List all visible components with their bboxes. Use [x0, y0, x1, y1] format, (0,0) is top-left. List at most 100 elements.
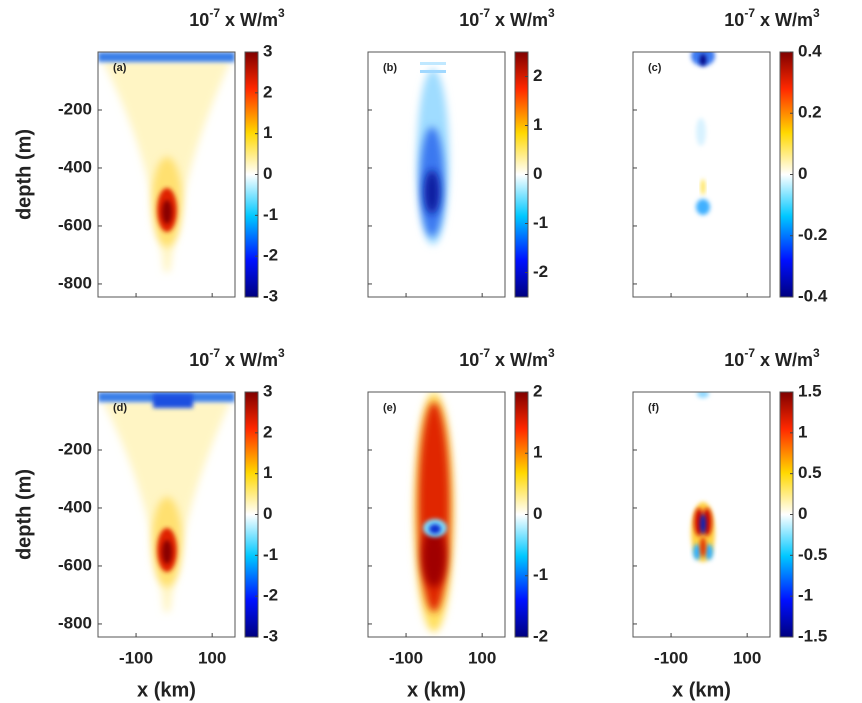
field: [700, 514, 706, 534]
colorbar-tick-label: -0.4: [798, 286, 828, 305]
field: [700, 537, 706, 557]
heatmap-field: [368, 392, 505, 637]
y-tick-label: -800: [58, 613, 92, 632]
colorbar-title-part: -7: [744, 346, 755, 360]
plot-frame: [97, 51, 236, 298]
y-axis-label: depth (m): [13, 129, 35, 220]
colorbar-tick-label: -1: [263, 205, 278, 224]
field: [422, 527, 446, 587]
colorbar-title-part: -7: [209, 6, 220, 20]
colorbar-title: 10-7 x W/m3: [459, 346, 555, 370]
field: [697, 392, 709, 398]
colorbar-tick-label: 0.5: [798, 463, 822, 482]
colorbar-tick-label: 1: [263, 463, 272, 482]
colorbar-title-part: x W/m: [490, 10, 548, 30]
x-axis-label: x (km): [672, 679, 731, 701]
field: [705, 544, 713, 560]
plot-frame: [632, 51, 771, 298]
x-tick-label: 100: [733, 648, 761, 667]
field: [162, 540, 172, 564]
y-tick-label: -400: [58, 497, 92, 516]
field: [162, 200, 172, 224]
x-tick-label: 100: [468, 648, 496, 667]
colorbar-title-part: x W/m: [220, 10, 278, 30]
heatmap-field: [633, 52, 770, 297]
colorbar-tick-label: 3: [263, 381, 272, 400]
colorbar-title-part: -7: [479, 346, 490, 360]
colorbar-title-part: -7: [744, 6, 755, 20]
y-tick-label: -200: [58, 99, 92, 118]
colorbar-title-part: 3: [278, 346, 285, 360]
colorbar-title-part: -7: [479, 6, 490, 20]
colorbar-title-part: 3: [548, 6, 555, 20]
x-axis-label: x (km): [407, 679, 466, 701]
colorbar-tick-label: 2: [533, 381, 542, 400]
field: [696, 199, 710, 215]
colorbar-tick-label: 0: [263, 504, 272, 523]
plot-frame: [367, 391, 506, 638]
colorbar-tick-label: -3: [263, 626, 278, 645]
y-axis-label: depth (m): [13, 469, 35, 560]
y-tick-label: -800: [58, 273, 92, 292]
field: [424, 170, 440, 214]
colorbar-title: 10-7 x W/m3: [459, 6, 555, 30]
colorbar-title-part: x W/m: [220, 350, 278, 370]
colorbar-tick-label: 0: [263, 164, 272, 183]
panel-label: (b): [383, 62, 397, 74]
panel-label: (a): [113, 62, 127, 74]
colorbar-title-part: x W/m: [755, 350, 813, 370]
x-tick-label: -100: [389, 648, 423, 667]
colorbar-tick-label: 2: [533, 66, 542, 85]
plot-frame: [97, 391, 236, 638]
heatmap-field: [98, 392, 235, 637]
field: [429, 524, 441, 534]
x-tick-label: -100: [654, 648, 688, 667]
colorbar-tick-label: 3: [263, 41, 272, 60]
colorbar-tick-label: -3: [263, 286, 278, 305]
colorbar-tick-label: 0.2: [798, 103, 822, 122]
colorbar-title-part: 10: [459, 350, 479, 370]
colorbar-title: 10-7 x W/m3: [189, 346, 285, 370]
x-axis-label: x (km): [137, 679, 196, 701]
plot-frame: [632, 391, 771, 638]
colorbar-title-part: 10: [724, 350, 744, 370]
field: [420, 62, 446, 65]
y-tick-label: -600: [58, 215, 92, 234]
colorbar-tick-label: -1.5: [798, 626, 827, 645]
colorbar-tick-label: -1: [533, 565, 548, 584]
colorbar-title-part: 10: [189, 350, 209, 370]
field: [700, 54, 706, 66]
colorbar-title-part: 10: [459, 10, 479, 30]
colorbar-tick-label: -1: [263, 545, 278, 564]
colorbar-tick-label: 1.5: [798, 381, 822, 400]
panel-label: (e): [383, 402, 397, 414]
colorbar-tick-label: -1: [798, 586, 813, 605]
colorbar-title-part: x W/m: [490, 350, 548, 370]
colorbar-title: 10-7 x W/m3: [724, 346, 820, 370]
colorbar-tick-label: -2: [533, 626, 548, 645]
colorbar-title-part: 3: [548, 346, 555, 360]
colorbar-title-part: 10: [189, 10, 209, 30]
panel-label: (f): [648, 402, 659, 414]
heatmap-field: [98, 52, 235, 297]
colorbar-tick-label: -2: [263, 246, 278, 265]
colorbar-tick-label: -0.5: [798, 545, 827, 564]
colorbar-tick-label: 0.4: [798, 41, 822, 60]
colorbar-tick-label: -2: [263, 586, 278, 605]
panel-label: (c): [648, 62, 662, 74]
colorbar-title-part: x W/m: [755, 10, 813, 30]
colorbar-tick-label: -2: [533, 262, 548, 281]
y-tick-label: -400: [58, 157, 92, 176]
colorbar-title-part: 3: [813, 6, 820, 20]
colorbar-tick-label: 0: [533, 164, 542, 183]
field: [693, 544, 701, 560]
colorbar-tick-label: 1: [263, 123, 272, 142]
colorbar-title-part: 3: [813, 346, 820, 360]
heatmap-field: [368, 52, 505, 297]
colorbar-tick-label: -0.2: [798, 225, 827, 244]
colorbar-tick-label: 1: [533, 443, 542, 462]
x-tick-label: 100: [198, 648, 226, 667]
colorbar-tick-label: 0: [798, 164, 807, 183]
heatmap-field: [633, 392, 770, 637]
